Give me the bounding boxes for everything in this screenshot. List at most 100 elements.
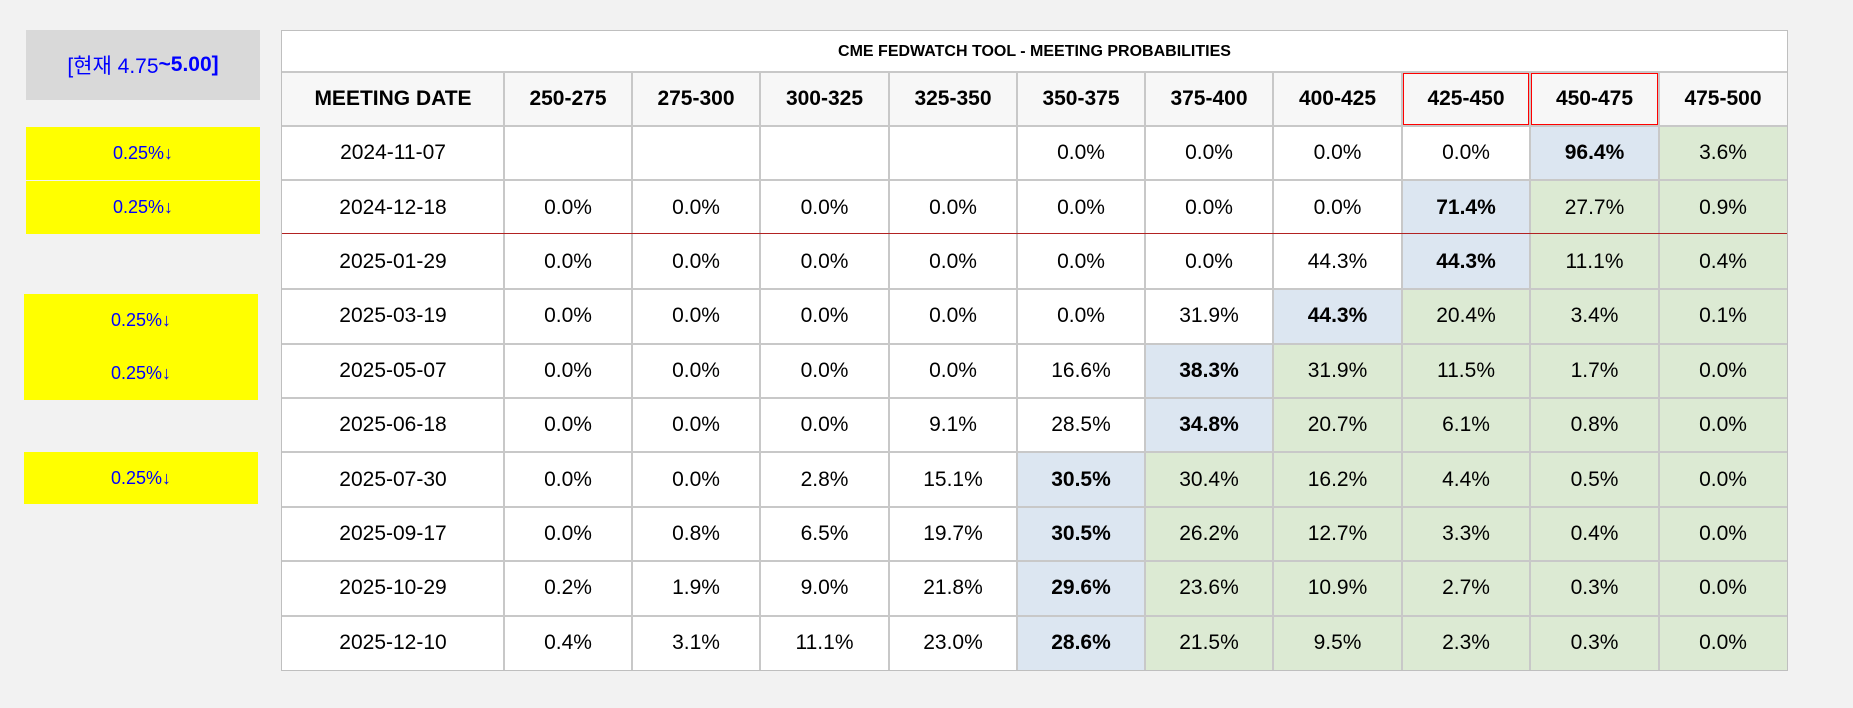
probability-cell: 0.0% xyxy=(544,467,592,491)
column-header-350-375: 350-375 xyxy=(1017,72,1145,126)
probability-cell: 0.4% xyxy=(544,630,592,654)
probability-cell: 0.0% xyxy=(929,304,977,328)
probability-cell: 30.4% xyxy=(1145,452,1273,507)
probability-cell: 0.0% xyxy=(1659,506,1787,562)
probability-cell: 34.8% xyxy=(1145,398,1273,453)
probability-cell: 1.9% xyxy=(672,576,720,600)
probability-cell: 31.9% xyxy=(1179,304,1239,328)
probability-cell: 19.7% xyxy=(923,521,983,545)
column-divider xyxy=(503,72,505,670)
column-divider xyxy=(1272,72,1274,670)
rate-cut-badge xyxy=(26,181,260,234)
probability-cell: 30.5% xyxy=(1017,452,1145,507)
probability-cell: 10.9% xyxy=(1273,561,1402,616)
meeting-date-cell: 2025-09-17 xyxy=(339,521,447,545)
probability-cell: 0.0% xyxy=(1313,141,1362,165)
rate-cut-badge xyxy=(24,294,258,400)
probability-cell: 0.0% xyxy=(800,249,849,273)
column-divider xyxy=(1016,72,1018,670)
probability-cell: 0.0% xyxy=(1313,195,1362,219)
probability-cell: 96.4% xyxy=(1530,126,1659,181)
probability-cell: 0.0% xyxy=(544,413,592,437)
probability-cell: 44.3% xyxy=(1307,249,1368,273)
current-rate-badge: [현재 4.75 ~5.00] xyxy=(26,30,260,100)
probability-cell: 2.7% xyxy=(1402,561,1530,616)
row-divider xyxy=(282,451,1787,454)
probability-cell xyxy=(632,126,760,180)
probability-cell: 0.2% xyxy=(544,576,592,600)
probability-cell: 0.0% xyxy=(1057,195,1105,219)
probability-cell: 0.0% xyxy=(929,358,977,382)
probability-cell: 0.0% xyxy=(544,358,592,382)
column-header-300-325: 300-325 xyxy=(760,72,889,126)
probability-cell: 26.2% xyxy=(1145,506,1273,562)
row-divider xyxy=(282,614,1787,617)
meeting-date-cell: 2025-01-29 xyxy=(339,249,447,273)
probability-cell: 3.3% xyxy=(1402,506,1530,562)
probability-cell: 38.3% xyxy=(1145,343,1273,398)
probability-cell: 0.0% xyxy=(544,304,592,328)
probability-cell: 0.0% xyxy=(1659,561,1787,616)
probability-cell: 44.3% xyxy=(1402,234,1530,290)
probability-cell: 0.0% xyxy=(672,304,720,328)
rate-cut-label: 0.25%↓ xyxy=(112,197,174,217)
probability-cell: 11.1% xyxy=(1530,234,1659,290)
probability-cell: 20.7% xyxy=(1273,398,1402,453)
row-divider xyxy=(282,505,1787,508)
probability-cell: 0.0% xyxy=(544,249,592,273)
row-divider xyxy=(282,71,1787,73)
probability-cell: 16.6% xyxy=(1051,358,1111,382)
probability-cell xyxy=(504,126,632,180)
probability-cell: 0.0% xyxy=(672,413,720,437)
probability-cell: 28.6% xyxy=(1017,615,1145,670)
probability-cell: 0.0% xyxy=(800,358,849,382)
probability-cell: 30.5% xyxy=(1017,506,1145,562)
probability-cell: 0.0% xyxy=(672,358,720,382)
probability-cell: 0.0% xyxy=(672,195,720,219)
probability-cell: 6.5% xyxy=(800,521,849,545)
column-header-meeting-date: MEETING DATE xyxy=(282,72,504,126)
row-divider xyxy=(282,342,1787,345)
probability-cell: 0.0% xyxy=(672,467,720,491)
probability-cell: 3.6% xyxy=(1659,126,1787,181)
probability-cell: 9.1% xyxy=(929,413,977,437)
probability-cell: 0.0% xyxy=(1659,452,1787,507)
probability-cell: 0.0% xyxy=(929,195,977,219)
column-header-425-450: 425-450 xyxy=(1402,72,1530,126)
probability-cell: 21.5% xyxy=(1145,615,1273,670)
rate-cut-badge xyxy=(24,452,258,504)
probability-cell: 0.9% xyxy=(1659,180,1787,235)
column-divider xyxy=(888,72,890,670)
probability-cell: 15.1% xyxy=(923,467,983,491)
meeting-date-cell: 2025-05-07 xyxy=(339,358,447,382)
column-divider xyxy=(1144,72,1146,670)
column-header-475-500: 475-500 xyxy=(1659,72,1787,126)
probability-cell: 31.9% xyxy=(1273,343,1402,398)
column-divider xyxy=(1529,72,1531,670)
column-divider xyxy=(1401,72,1403,670)
probability-cell: 27.7% xyxy=(1530,180,1659,235)
meeting-date-cell: 2025-03-19 xyxy=(339,304,447,328)
column-divider xyxy=(759,72,761,670)
probability-cell: 0.0% xyxy=(672,249,720,273)
year-divider-line xyxy=(282,233,1787,234)
probability-cell: 3.1% xyxy=(672,630,720,654)
probability-cell: 4.4% xyxy=(1402,452,1530,507)
probability-cell: 11.5% xyxy=(1402,343,1530,398)
rate-cut-label: 0.25%↓ xyxy=(112,143,174,163)
meeting-date-cell: 2025-07-30 xyxy=(339,467,447,491)
probability-cell: 6.1% xyxy=(1402,398,1530,453)
probability-cell: 0.0% xyxy=(1442,141,1490,165)
row-divider xyxy=(282,397,1787,399)
probability-cell: 0.3% xyxy=(1530,561,1659,616)
probability-cell: 0.0% xyxy=(544,195,592,219)
probability-cell: 0.4% xyxy=(1530,506,1659,562)
meeting-date-cell: 2025-12-10 xyxy=(339,630,447,654)
column-divider xyxy=(631,72,633,670)
probability-cell: 1.7% xyxy=(1530,343,1659,398)
current-rate-prefix: [현재 4.75 xyxy=(67,55,159,78)
probability-cell: 16.2% xyxy=(1273,452,1402,507)
probability-cell: 0.0% xyxy=(1185,195,1233,219)
probability-cell: 0.3% xyxy=(1530,615,1659,670)
current-rate-suffix: ~5.00] xyxy=(158,53,219,76)
